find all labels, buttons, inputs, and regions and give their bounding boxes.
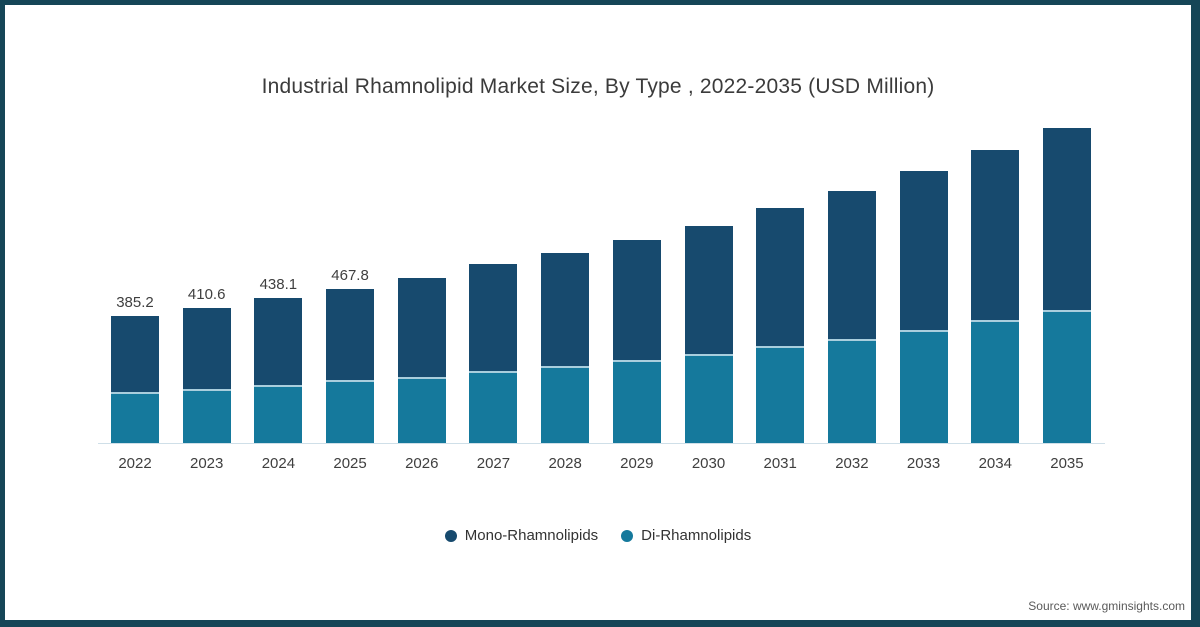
bar-segment-di-rhamnolipids-2029 (612, 359, 661, 443)
bar-segment-mono-rhamnolipids-2032 (827, 190, 876, 339)
bar-total-label-2023: 410.6 (187, 285, 226, 303)
bar-segment-di-rhamnolipids-2035 (1042, 310, 1091, 443)
bar-segment-mono-rhamnolipids-2024 (254, 298, 303, 385)
x-tick-label-2026: 2026 (405, 455, 439, 472)
bar-segment-mono-rhamnolipids-2031 (756, 207, 805, 347)
bar-segment-di-rhamnolipids-2027 (469, 370, 518, 443)
bar-group-2029 (612, 240, 661, 443)
x-tick-label-2029: 2029 (620, 455, 654, 472)
bar-group-2023: 410.6 (182, 285, 231, 443)
x-tick-label-2022: 2022 (118, 455, 152, 472)
bar-segment-di-rhamnolipids-2022 (111, 392, 159, 443)
bar-group-2022: 385.2 (111, 294, 159, 443)
x-tick-label-2035: 2035 (1050, 455, 1084, 472)
bar-group-2028 (541, 253, 590, 443)
bar-segment-di-rhamnolipids-2030 (684, 353, 733, 443)
bar-segment-mono-rhamnolipids-2028 (541, 253, 590, 366)
bar-segment-di-rhamnolipids-2034 (971, 319, 1020, 443)
bar-group-2027 (469, 264, 518, 443)
x-tick-label-2032: 2032 (835, 455, 869, 472)
legend-label: Di-Rhamnolipids (641, 527, 752, 544)
x-axis-line (98, 443, 1105, 444)
bar-segment-di-rhamnolipids-2031 (756, 346, 805, 443)
bar-segment-mono-rhamnolipids-2033 (899, 171, 948, 331)
bar-segment-mono-rhamnolipids-2030 (684, 225, 733, 354)
bar-total-label-2024: 438.1 (259, 276, 298, 294)
legend-item-di-rhamnolipids: Di-Rhamnolipids (621, 527, 751, 544)
bar-total-label-2022: 385.2 (116, 293, 154, 311)
legend-dot-icon (444, 529, 457, 542)
x-tick-label-2025: 2025 (333, 455, 367, 472)
x-tick-label-2033: 2033 (906, 455, 941, 472)
x-tick-label-2034: 2034 (978, 455, 1012, 472)
legend-item-mono-rhamnolipids: Mono-Rhamnolipids (444, 527, 599, 544)
bar-segment-mono-rhamnolipids-2035 (1042, 127, 1091, 311)
bar-segment-di-rhamnolipids-2028 (541, 365, 590, 443)
x-axis-tick-labels: 2022 2023 2024 2025 2026 2027 2028 2029 2030 2031… (111, 455, 1091, 472)
bar-group-2034 (971, 150, 1020, 443)
x-tick-label-2028: 2028 (548, 455, 582, 472)
plot-area: 385.2 410.6 438.1 467.8 (111, 120, 1091, 443)
source-text: Source: www.gminsights.com (1028, 599, 1185, 613)
bar-segment-di-rhamnolipids-2024 (254, 384, 303, 443)
bar-segment-mono-rhamnolipids-2025 (326, 288, 375, 381)
x-tick-label-2024: 2024 (261, 455, 296, 472)
bar-group-2026 (397, 278, 446, 443)
bar-total-label-2025: 467.8 (331, 266, 369, 284)
bar-segment-mono-rhamnolipids-2022 (111, 315, 159, 393)
chart-title: Industrial Rhamnolipid Market Size, By T… (261, 75, 935, 98)
bar-segment-di-rhamnolipids-2033 (899, 330, 948, 443)
bar-segment-mono-rhamnolipids-2026 (397, 278, 446, 377)
x-tick-label-2031: 2031 (763, 455, 797, 472)
bar-segment-mono-rhamnolipids-2034 (971, 150, 1020, 320)
bar-segment-di-rhamnolipids-2025 (326, 380, 375, 443)
bar-segment-di-rhamnolipids-2026 (397, 377, 446, 443)
legend-dot-icon (621, 529, 634, 542)
legend-label: Mono-Rhamnolipids (464, 527, 599, 544)
bar-group-2035 (1042, 127, 1091, 443)
bar-segment-mono-rhamnolipids-2023 (182, 307, 231, 389)
bar-segment-mono-rhamnolipids-2027 (469, 264, 518, 371)
bar-group-2033 (899, 171, 948, 443)
bar-segment-di-rhamnolipids-2023 (182, 388, 231, 443)
x-tick-label-2023: 2023 (190, 455, 224, 472)
x-tick-label-2027: 2027 (476, 455, 511, 472)
bar-group-2030 (684, 225, 733, 443)
bar-group-2025: 467.8 (326, 266, 375, 443)
bar-segment-mono-rhamnolipids-2029 (612, 240, 661, 360)
bar-group-2032 (827, 190, 876, 443)
bar-segment-di-rhamnolipids-2032 (827, 339, 876, 443)
bar-group-2024: 438.1 (254, 276, 303, 443)
legend: Mono-Rhamnolipids Di-Rhamnolipids (5, 527, 1191, 544)
x-tick-label-2030: 2030 (691, 455, 726, 472)
bar-group-2031 (756, 207, 805, 443)
